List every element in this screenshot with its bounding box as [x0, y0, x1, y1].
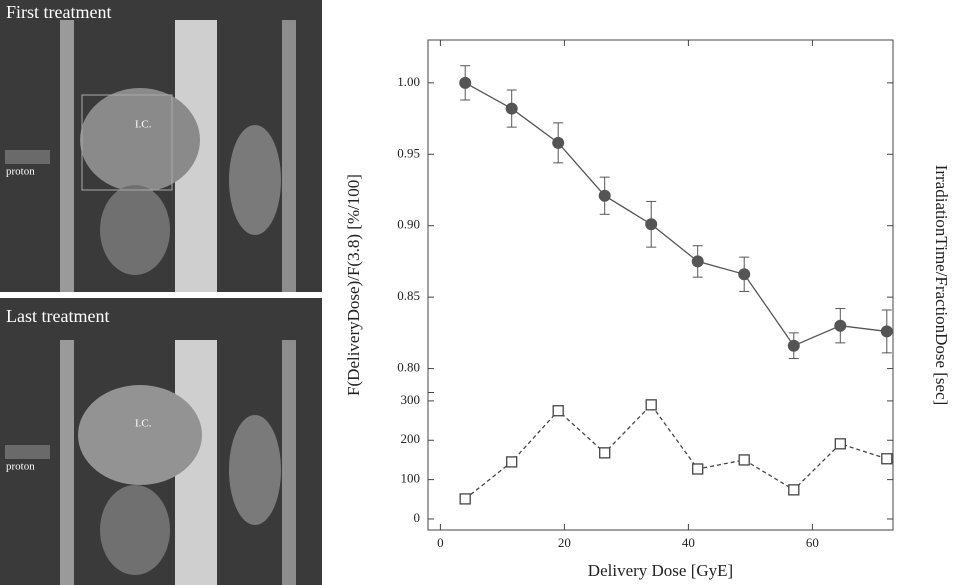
point	[691, 255, 704, 268]
y-tick-label: 0.90	[397, 217, 420, 232]
point	[552, 405, 564, 417]
point	[552, 136, 565, 149]
y2-axis-label: IrradiationTime/FractionDose [sec]	[932, 165, 951, 406]
marker-label: I.C.	[135, 418, 152, 430]
point	[738, 454, 750, 466]
point	[459, 493, 471, 505]
point	[506, 456, 518, 468]
plot-frame	[427, 39, 894, 531]
y2-tick-label: 200	[401, 431, 421, 446]
point	[834, 438, 846, 450]
point	[459, 76, 472, 89]
y-tick-label: 1.00	[397, 74, 420, 89]
scan-last	[0, 298, 322, 585]
series-line	[464, 82, 887, 347]
panel-title: First treatment	[6, 2, 111, 22]
y-tick-label: 0.80	[397, 360, 420, 375]
x-tick-label: 40	[682, 535, 695, 550]
point	[645, 218, 658, 231]
point	[738, 268, 751, 281]
x-axis-label: Delivery Dose [GyE]	[588, 561, 733, 580]
y-tick-label: 0.85	[397, 288, 420, 303]
y2-tick-label: 0	[414, 510, 421, 525]
marker-label: I.C.	[135, 119, 152, 131]
point	[645, 399, 657, 411]
y2-tick-label: 300	[401, 392, 421, 407]
point	[505, 102, 518, 115]
chart: 0 20 40 60 0.80 0.85 0.90 0.95 1.00 0 100 200 300 Del…	[344, 39, 951, 580]
x-tick-label: 20	[558, 535, 571, 550]
series-line	[464, 403, 887, 500]
point	[834, 319, 847, 332]
point	[692, 463, 704, 475]
arrow-label: proton	[6, 461, 35, 473]
point	[598, 189, 611, 202]
scan-first	[0, 0, 322, 292]
x-tick-label: 0	[437, 535, 444, 550]
point	[599, 447, 611, 459]
y-axis-label: F(DeliveryDose)/F(3.8) [%/100]	[344, 174, 363, 396]
x-tick-label: 60	[806, 535, 819, 550]
point	[881, 453, 893, 465]
point	[788, 484, 800, 496]
point	[880, 325, 893, 338]
panel-title: Last treatment	[6, 306, 109, 326]
y-tick-label: 0.95	[397, 145, 420, 160]
y2-tick-label: 100	[401, 471, 421, 486]
point	[787, 339, 800, 352]
arrow-label: proton	[6, 166, 35, 178]
